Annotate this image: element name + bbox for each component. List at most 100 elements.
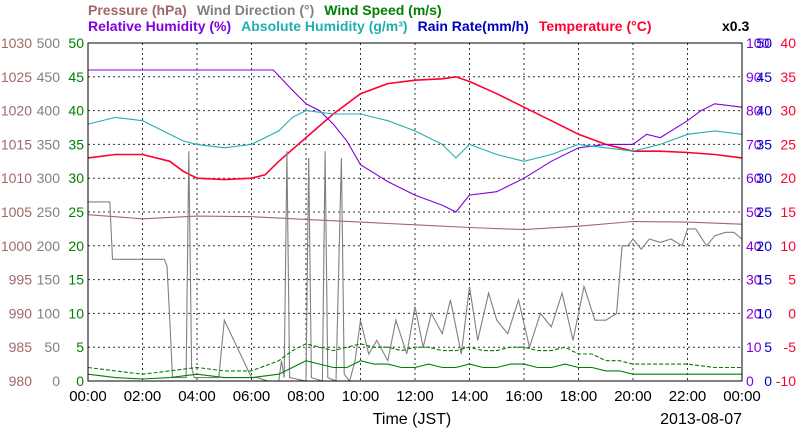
tick-wind_speed: 35 xyxy=(68,136,84,152)
legend-row-1: Pressure (hPa) Wind Direction (°) Wind Spe… xyxy=(88,2,442,18)
tick-pressure: 995 xyxy=(9,272,33,288)
tick-pressure: 1005 xyxy=(1,204,32,220)
tick-wind_speed: 40 xyxy=(68,103,84,119)
tick-wind_speed: 45 xyxy=(68,69,84,85)
grid-lines xyxy=(88,43,742,381)
tick-rain: 50 xyxy=(756,35,772,51)
series-wind_direction-line xyxy=(88,151,743,383)
tick-wind_direction: 250 xyxy=(37,204,61,220)
tick-rain: 45 xyxy=(756,69,772,85)
x-tick-label: 04:00 xyxy=(178,388,216,405)
tick-humidity: 80 xyxy=(746,103,762,119)
tick-wind_speed: 30 xyxy=(68,170,84,186)
tick-pressure: 1000 xyxy=(1,238,32,254)
tick-pressure: 1020 xyxy=(1,103,32,119)
tick-wind_direction: 0 xyxy=(52,373,60,389)
tick-rain: 35 xyxy=(756,136,772,152)
tick-wind_direction: 150 xyxy=(37,272,61,288)
tick-humidity: 90 xyxy=(746,69,762,85)
tick-wind_direction: 100 xyxy=(37,305,61,321)
x-tick-label: 22:00 xyxy=(669,388,707,405)
series-wind_speed-line xyxy=(87,360,742,380)
tick-temperature: -10 xyxy=(776,373,796,389)
tick-wind_direction: 50 xyxy=(44,339,60,355)
tick-humidity: 30 xyxy=(746,272,762,288)
x-tick-label: 00:00 xyxy=(69,388,107,405)
legend-wind_direction: Wind Direction (°) xyxy=(197,2,314,18)
legend-rain: Rain Rate(mm/h) xyxy=(418,18,529,34)
tick-wind_direction: 500 xyxy=(37,35,61,51)
tick-wind_direction: 200 xyxy=(37,238,61,254)
tick-temperature: -5 xyxy=(784,339,797,355)
right-axes: 0102030405060708090100051015202530354045… xyxy=(746,35,796,389)
tick-temperature: 5 xyxy=(788,272,796,288)
tick-rain: 30 xyxy=(756,170,772,186)
tick-pressure: 985 xyxy=(9,339,33,355)
legend-wind_speed: Wind Speed (m/s) xyxy=(324,2,441,18)
tick-wind_speed: 20 xyxy=(68,238,84,254)
tick-pressure: 1015 xyxy=(1,136,32,152)
tick-temperature: 25 xyxy=(780,136,796,152)
tick-rain: 10 xyxy=(756,305,772,321)
x-tick-label: 06:00 xyxy=(233,388,271,405)
legend-row-2: Relative Humidity (%) Absolute Humidity (… xyxy=(88,18,652,34)
tick-humidity: 50 xyxy=(746,204,762,220)
tick-pressure: 1030 xyxy=(1,35,32,51)
tick-wind_direction: 450 xyxy=(37,69,61,85)
series-abs_humidity-line xyxy=(87,110,743,162)
tick-wind_speed: 0 xyxy=(76,373,84,389)
x-tick-label: 14:00 xyxy=(451,388,489,405)
tick-pressure: 1025 xyxy=(1,69,32,85)
tick-rain: 25 xyxy=(756,204,772,220)
x-tick-label: 16:00 xyxy=(505,388,543,405)
tick-wind_speed: 25 xyxy=(68,204,84,220)
tick-humidity: 20 xyxy=(746,305,762,321)
series-pressure-line xyxy=(87,214,743,231)
tick-temperature: 30 xyxy=(780,103,796,119)
x-tick-label: 10:00 xyxy=(342,388,380,405)
tick-rain: 5 xyxy=(764,339,772,355)
plot-frame xyxy=(87,42,743,382)
tick-pressure: 990 xyxy=(9,305,33,321)
x-axis-label: Time (JST) xyxy=(373,411,452,428)
legend-humidity: Relative Humidity (%) xyxy=(88,18,231,34)
rain-multiplier-label: x0.3 xyxy=(722,18,749,34)
tick-temperature: 0 xyxy=(788,305,796,321)
left-axes: 9809859909951000100510101015102010251030… xyxy=(1,35,84,389)
tick-temperature: 20 xyxy=(780,170,796,186)
tick-pressure: 1010 xyxy=(1,170,32,186)
x-tick-label: 02:00 xyxy=(124,388,162,405)
legend-temperature: Temperature (°C) xyxy=(539,18,652,34)
plot-border xyxy=(87,42,743,382)
tick-wind_speed: 50 xyxy=(68,35,84,51)
tick-humidity: 60 xyxy=(746,170,762,186)
tick-humidity: 70 xyxy=(746,136,762,152)
series-humidity-line xyxy=(88,69,743,213)
tick-temperature: 40 xyxy=(780,35,796,51)
tick-temperature: 15 xyxy=(780,204,796,220)
tick-rain: 40 xyxy=(756,103,772,119)
x-axis-ticks: 00:00 02:00 04:00 06:00 08:00 10:00 12:00 14:00… xyxy=(69,388,761,405)
series-temperature-line xyxy=(87,75,743,181)
tick-wind_direction: 350 xyxy=(37,136,61,152)
x-tick-label: 18:00 xyxy=(560,388,598,405)
x-tick-label: 20:00 xyxy=(614,388,652,405)
tick-humidity: 0 xyxy=(746,373,754,389)
x-tick-label: 00:00 xyxy=(723,388,761,405)
date-label: 2013-08-07 xyxy=(660,411,742,428)
tick-rain: 20 xyxy=(756,238,772,254)
tick-wind_direction: 300 xyxy=(37,170,61,186)
legend-pressure: Pressure (hPa) xyxy=(88,2,187,18)
tick-wind_speed: 10 xyxy=(68,305,84,321)
tick-temperature: 10 xyxy=(780,238,796,254)
legend-abs_humidity: Absolute Humidity (g/m³) xyxy=(241,18,407,34)
tick-wind_direction: 400 xyxy=(37,103,61,119)
tick-rain: 15 xyxy=(756,272,772,288)
tick-rain: 0 xyxy=(764,373,772,389)
x-tick-label: 08:00 xyxy=(287,388,325,405)
tick-wind_speed: 15 xyxy=(68,272,84,288)
tick-pressure: 980 xyxy=(9,373,33,389)
tick-humidity: 40 xyxy=(746,238,762,254)
tick-humidity: 10 xyxy=(746,339,762,355)
